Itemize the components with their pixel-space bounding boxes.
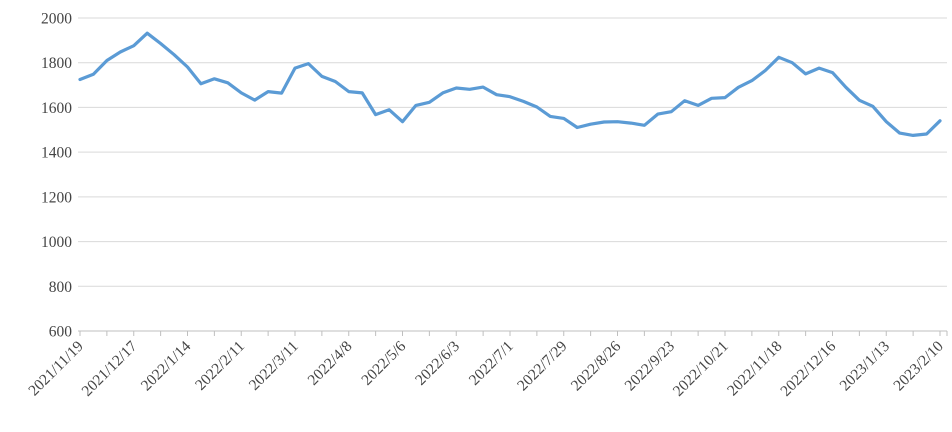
x-tick-label: 2023/1/13: [837, 338, 894, 395]
x-tick-label: 2022/11/18: [724, 338, 786, 400]
x-tick-label: 2022/3/11: [246, 338, 302, 394]
x-tick-label: 2021/11/19: [25, 338, 87, 400]
y-tick-label: 1000: [41, 234, 72, 251]
y-tick-label: 2000: [41, 11, 72, 28]
x-tick-label: 2022/1/14: [138, 338, 195, 395]
x-tick-label: 2021/12/17: [79, 338, 141, 400]
y-tick-label: 1400: [41, 145, 72, 162]
x-tick-label: 2022/9/23: [622, 338, 679, 395]
x-tick-label: 2022/12/16: [777, 338, 839, 400]
x-tick-label: 2022/8/26: [568, 338, 625, 395]
y-tick-label: 600: [49, 324, 73, 341]
x-tick-label: 2022/4/8: [305, 338, 356, 389]
y-tick-label: 1200: [41, 189, 72, 206]
x-tick-label: 2022/5/6: [358, 338, 409, 389]
series-line: [78, 31, 942, 137]
x-tick-label: 2022/7/29: [514, 338, 571, 395]
y-tick-label: 800: [49, 279, 73, 296]
x-tick-label: 2022/10/21: [670, 338, 732, 400]
x-tick-label: 2023/2/10: [890, 338, 947, 395]
y-tick-label: 1800: [41, 55, 72, 72]
y-tick-label: 1600: [41, 100, 72, 117]
x-tick-label: 2022/6/3: [412, 338, 463, 389]
x-tick-label: 2022/7/1: [466, 338, 517, 389]
x-tick-label: 2022/2/11: [192, 338, 248, 394]
